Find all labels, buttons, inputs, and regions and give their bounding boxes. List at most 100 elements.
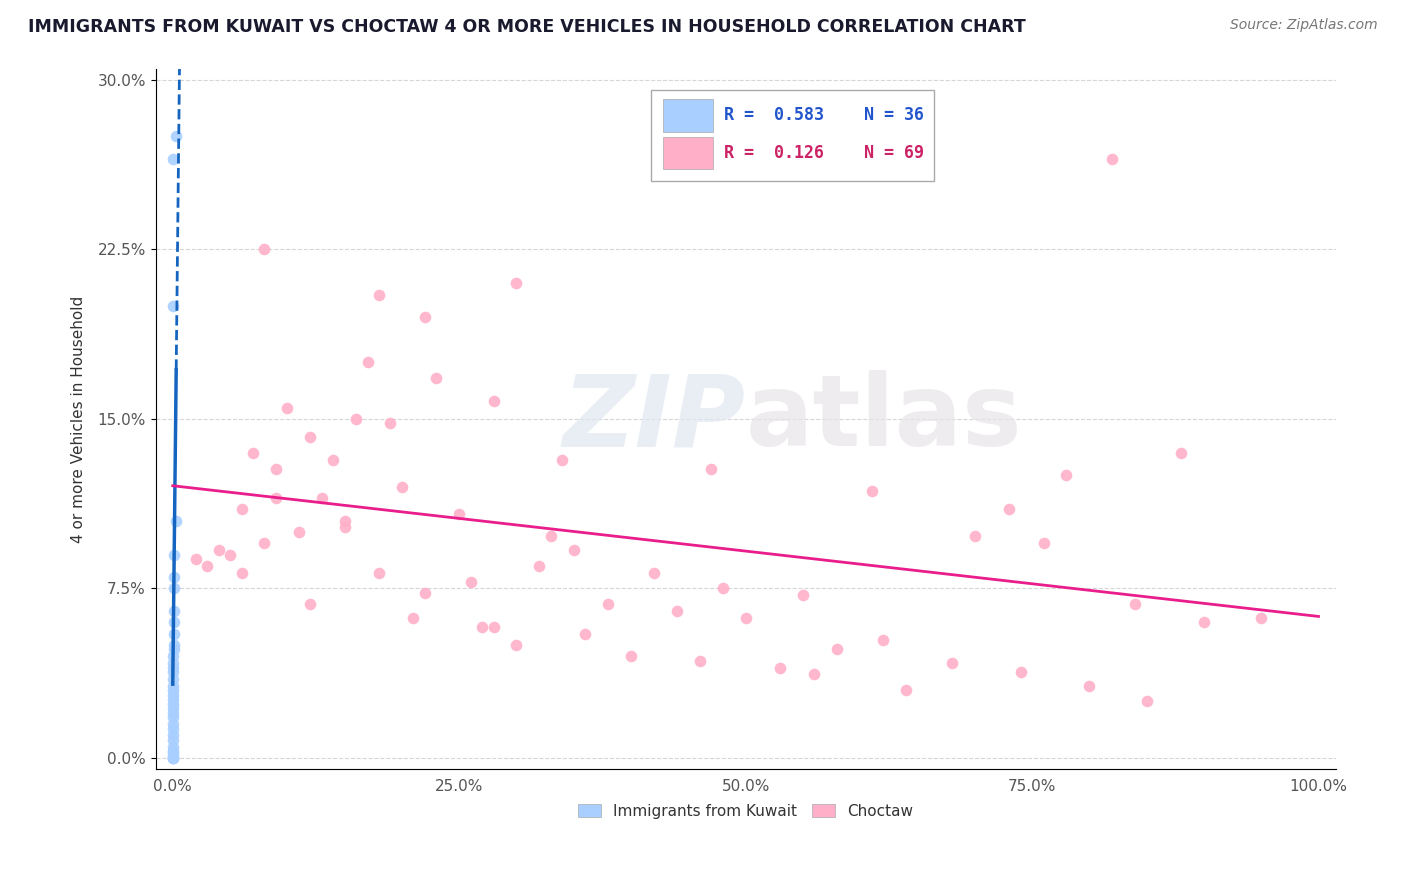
Point: [162, 733, 184, 747]
Point: [425, 371, 447, 385]
FancyBboxPatch shape: [664, 137, 713, 169]
Point: [162, 706, 184, 720]
Point: [391, 480, 413, 494]
Point: [162, 748, 184, 763]
Point: [322, 452, 344, 467]
Point: [689, 654, 711, 668]
Point: [311, 491, 333, 505]
Point: [163, 615, 186, 630]
Point: [163, 582, 186, 596]
Point: [711, 582, 734, 596]
Point: [162, 751, 184, 765]
Point: [551, 452, 574, 467]
Point: [162, 649, 184, 664]
Point: [998, 502, 1021, 516]
Point: [574, 626, 596, 640]
Point: [1054, 468, 1077, 483]
Point: [162, 665, 184, 679]
Point: [162, 697, 184, 711]
Point: [803, 667, 825, 681]
Point: [276, 401, 298, 415]
Point: [162, 739, 184, 754]
Point: [941, 656, 963, 670]
Point: [356, 355, 378, 369]
Point: [163, 642, 186, 657]
Legend: Immigrants from Kuwait, Choctaw: Immigrants from Kuwait, Choctaw: [572, 797, 920, 825]
Point: [184, 552, 207, 566]
Point: [598, 597, 620, 611]
Point: [482, 393, 505, 408]
Point: [734, 611, 756, 625]
Point: [529, 558, 551, 573]
Point: [288, 524, 311, 539]
Point: [368, 566, 391, 580]
Point: [344, 412, 367, 426]
Point: [665, 604, 688, 618]
Point: [413, 310, 436, 325]
Point: [1136, 694, 1159, 708]
Point: [460, 574, 482, 589]
Point: [231, 502, 253, 516]
Point: [162, 688, 184, 702]
Point: [1123, 597, 1146, 611]
Point: [162, 152, 184, 166]
Point: [963, 529, 986, 543]
Point: [1010, 665, 1032, 679]
Point: [163, 570, 186, 584]
Text: ZIP: ZIP: [562, 370, 745, 467]
Point: [253, 243, 276, 257]
Point: [1170, 446, 1192, 460]
Point: [163, 626, 186, 640]
Point: [562, 543, 585, 558]
Point: [231, 566, 253, 580]
Point: [402, 611, 425, 625]
Point: [299, 430, 322, 444]
Point: [643, 566, 665, 580]
Point: [471, 620, 494, 634]
Text: atlas: atlas: [745, 370, 1022, 467]
Point: [1250, 611, 1272, 625]
Point: [253, 536, 276, 550]
Point: [449, 507, 471, 521]
Point: [505, 638, 527, 652]
Point: [163, 638, 186, 652]
Point: [1192, 615, 1215, 630]
Point: [162, 683, 184, 698]
Point: [242, 446, 264, 460]
Point: [333, 520, 356, 534]
Point: [162, 710, 184, 724]
Point: [380, 417, 402, 431]
Point: [162, 744, 184, 758]
Point: [700, 461, 723, 475]
Point: [162, 701, 184, 715]
Point: [482, 620, 505, 634]
Point: [163, 548, 186, 562]
Point: [299, 597, 322, 611]
Point: [540, 529, 562, 543]
Text: IMMIGRANTS FROM KUWAIT VS CHOCTAW 4 OR MORE VEHICLES IN HOUSEHOLD CORRELATION CH: IMMIGRANTS FROM KUWAIT VS CHOCTAW 4 OR M…: [28, 18, 1026, 36]
Point: [769, 660, 792, 674]
Point: [162, 672, 184, 686]
Point: [264, 491, 287, 505]
Point: [827, 642, 849, 657]
Point: [162, 751, 184, 765]
Point: [165, 514, 187, 528]
Point: [368, 287, 391, 301]
Point: [1078, 679, 1101, 693]
Point: [162, 660, 184, 674]
Point: [165, 129, 187, 144]
Point: [505, 277, 527, 291]
Point: [162, 679, 184, 693]
Point: [195, 558, 218, 573]
FancyBboxPatch shape: [664, 99, 713, 132]
Point: [162, 751, 184, 765]
Point: [207, 543, 229, 558]
FancyBboxPatch shape: [651, 89, 935, 181]
Point: [264, 461, 287, 475]
Text: R =  0.583    N = 36: R = 0.583 N = 36: [724, 106, 924, 125]
Point: [163, 604, 186, 618]
Point: [894, 683, 917, 698]
Point: [1032, 536, 1054, 550]
Point: [162, 728, 184, 742]
Point: [872, 633, 894, 648]
